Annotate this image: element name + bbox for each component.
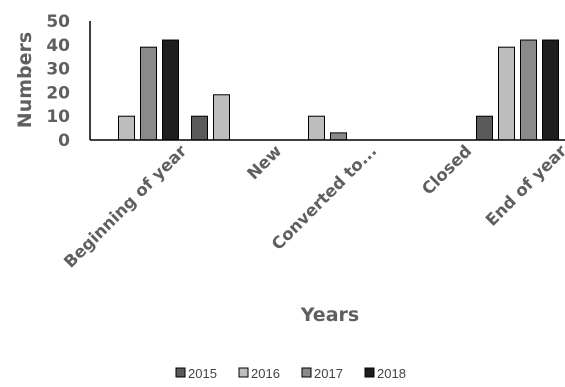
bar-2016-0 <box>118 115 135 141</box>
category-label: End of year <box>482 141 565 230</box>
bars-layer <box>118 39 559 141</box>
bar-2016-2 <box>308 115 325 141</box>
bar-2017-4 <box>520 39 537 141</box>
bar-2016-4 <box>498 46 515 141</box>
bar-2018-4 <box>542 39 559 141</box>
category-label: New <box>243 141 285 183</box>
bar-2017-2 <box>330 132 347 141</box>
legend-label-2017: 2017 <box>314 366 343 381</box>
legend-swatch-2017 <box>301 367 312 378</box>
x-axis-title: Years <box>300 304 359 326</box>
y-tick-label: 40 <box>46 36 70 56</box>
y-tick-labels: 0 10 20 30 40 50 <box>46 12 70 151</box>
y-axis-title: Numbers <box>14 32 36 128</box>
y-tick-label: 10 <box>46 107 70 127</box>
bar-2016-1 <box>213 94 230 141</box>
y-tick-label: 20 <box>46 83 70 103</box>
legend-swatch-2015 <box>175 367 186 378</box>
category-label: Closed <box>418 141 475 198</box>
bar-2017-0 <box>140 46 157 141</box>
legend-swatch-2018 <box>364 367 375 378</box>
bar-2015-4 <box>476 115 493 141</box>
y-tick-label: 30 <box>46 60 70 80</box>
legend-label-2018: 2018 <box>377 366 406 381</box>
category-label: Beginning of year <box>60 141 191 272</box>
y-tick-label: 0 <box>58 131 70 151</box>
legend: 2015 2016 2017 2018 <box>175 366 406 381</box>
bar-2015-1 <box>191 115 208 141</box>
legend-label-2016: 2016 <box>251 366 280 381</box>
legend-label-2015: 2015 <box>188 366 217 381</box>
category-label: Converted to... <box>268 141 380 253</box>
legend-swatch-2016 <box>238 367 249 378</box>
y-tick-label: 50 <box>46 12 70 32</box>
bar-2018-0 <box>162 39 179 141</box>
